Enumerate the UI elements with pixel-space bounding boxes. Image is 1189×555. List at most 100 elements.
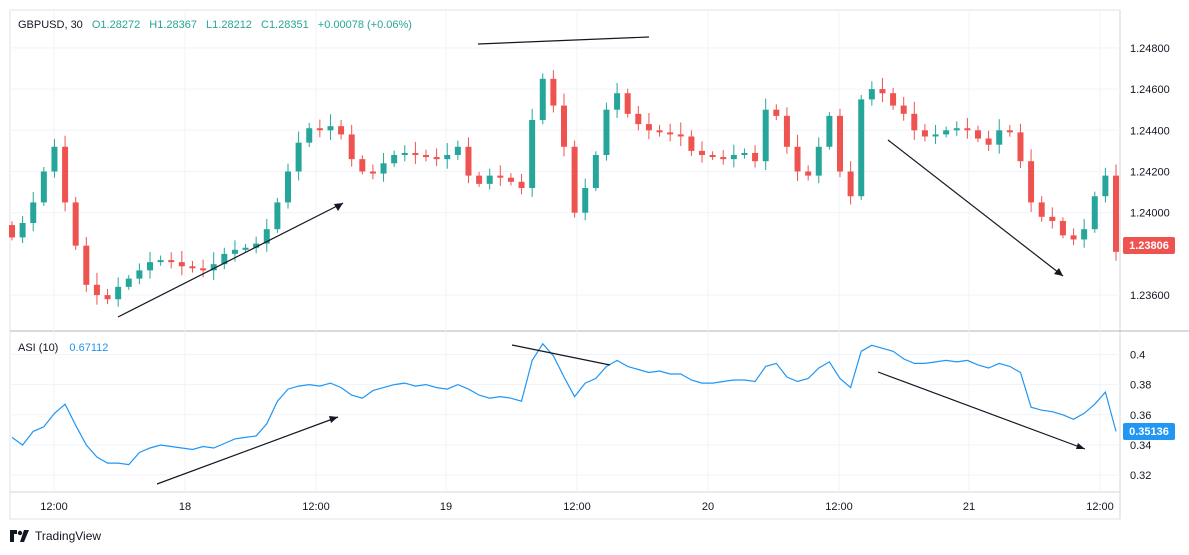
candle-body[interactable] (338, 126, 345, 135)
candle-body[interactable] (1028, 161, 1035, 203)
candle-body[interactable] (147, 262, 153, 271)
candle-body[interactable] (30, 202, 37, 223)
symbol-label[interactable]: GBPUSD, 30 (18, 19, 83, 31)
candle-body[interactable] (51, 146, 58, 172)
trendline-up-asi[interactable] (156, 416, 339, 485)
candle-body[interactable] (868, 89, 875, 100)
candle-body[interactable] (486, 175, 493, 184)
candle-body[interactable] (157, 260, 164, 263)
drawings[interactable] (117, 36, 1086, 485)
candle-body[interactable] (964, 128, 971, 131)
candle-body[interactable] (614, 93, 621, 110)
chart-legend[interactable]: GBPUSD, 30 O1.28272 H1.28367 L1.28212 C1… (18, 19, 412, 31)
candle-body[interactable] (189, 266, 196, 269)
candle-body[interactable] (975, 130, 981, 139)
candle-body[interactable] (401, 152, 408, 156)
candle-body[interactable] (1049, 216, 1056, 221)
candle-body[interactable] (104, 295, 111, 300)
candle-body[interactable] (136, 270, 143, 279)
trendline-up-price[interactable] (117, 202, 344, 318)
candle-body[interactable] (847, 171, 854, 197)
candle-body[interactable] (741, 152, 748, 156)
candle-body[interactable] (444, 155, 451, 160)
candle-body[interactable] (921, 130, 928, 137)
candle-body[interactable] (1059, 220, 1066, 236)
price-axis[interactable]: 1.24800 1.24600 1.24400 1.24200 1.24000 1.236… (1130, 43, 1170, 302)
trendline-top[interactable] (477, 36, 650, 45)
candle-body[interactable] (932, 134, 939, 137)
candle-body[interactable] (93, 284, 100, 296)
candle-body[interactable] (996, 130, 1003, 145)
trendline-down-asi[interactable] (877, 371, 1086, 450)
candle-body[interactable] (253, 243, 260, 248)
candle-body[interactable] (412, 152, 419, 156)
candle-body[interactable] (826, 115, 833, 147)
candle-body[interactable] (815, 146, 822, 176)
candle-body[interactable] (178, 262, 185, 267)
indicator-legend[interactable]: ASI (10) 0.67112 (18, 342, 108, 354)
candle-body[interactable] (688, 136, 695, 151)
candle-body[interactable] (306, 128, 313, 143)
candle-body[interactable] (529, 120, 536, 188)
candle-body[interactable] (125, 278, 132, 287)
time-axis[interactable]: 12:00 18 12:00 19 12:00 20 12:00 21 12:00 (40, 501, 1114, 513)
candle-body[interactable] (592, 155, 599, 188)
candle-body[interactable] (497, 175, 504, 178)
candle-body[interactable] (327, 126, 334, 131)
candle-body[interactable] (1006, 130, 1013, 133)
candle-body[interactable] (316, 128, 323, 131)
candle-body[interactable] (794, 146, 801, 172)
asi-line[interactable] (11, 342, 1117, 466)
candle-body[interactable] (709, 155, 716, 158)
candle-body[interactable] (603, 109, 610, 156)
candle-body[interactable] (805, 171, 812, 176)
candle-body[interactable] (72, 202, 79, 246)
candle-body[interactable] (624, 93, 631, 114)
candle-body[interactable] (210, 264, 217, 271)
trendline-top-asi[interactable] (511, 344, 611, 366)
candle-body[interactable] (1113, 175, 1119, 252)
candle-body[interactable] (348, 134, 355, 160)
candle-body[interactable] (380, 163, 387, 174)
candle-body[interactable] (423, 155, 429, 158)
candle-body[interactable] (507, 177, 514, 182)
candle-body[interactable] (699, 150, 705, 156)
candle-body[interactable] (783, 115, 790, 147)
candle-body[interactable] (40, 171, 47, 203)
candle-body[interactable] (571, 146, 578, 213)
trendline-down-price[interactable] (887, 139, 1064, 277)
candle-body[interactable] (391, 155, 398, 164)
candle-body[interactable] (911, 113, 918, 131)
candle-body[interactable] (645, 124, 652, 131)
candle-body[interactable] (1081, 229, 1088, 240)
candle-body[interactable] (752, 152, 759, 162)
candle-body[interactable] (465, 146, 472, 176)
candle-body[interactable] (773, 109, 780, 116)
candle-body[interactable] (433, 157, 440, 160)
candle-body[interactable] (1102, 175, 1109, 197)
candle-body[interactable] (263, 229, 270, 244)
candle-body[interactable] (274, 202, 281, 230)
candle-body[interactable] (295, 142, 302, 172)
candle-body[interactable] (953, 128, 960, 131)
candle-body[interactable] (19, 223, 26, 238)
candle-body[interactable] (890, 93, 897, 106)
candles[interactable] (9, 70, 1119, 307)
indicator-name[interactable]: ASI (10) (18, 342, 58, 354)
candle-body[interactable] (476, 175, 483, 184)
candle-body[interactable] (285, 171, 291, 203)
candle-body[interactable] (943, 130, 950, 135)
candle-body[interactable] (115, 286, 122, 300)
candle-body[interactable] (550, 78, 557, 106)
candle-body[interactable] (359, 159, 366, 172)
candle-body[interactable] (667, 132, 674, 135)
candle-body[interactable] (539, 78, 546, 120)
candle-body[interactable] (9, 225, 15, 238)
candle-body[interactable] (62, 146, 69, 203)
candle-body[interactable] (231, 249, 238, 254)
candle-body[interactable] (242, 247, 249, 250)
candle-body[interactable] (1091, 196, 1098, 230)
candle-body[interactable] (656, 130, 663, 133)
candle-body[interactable] (454, 146, 461, 156)
